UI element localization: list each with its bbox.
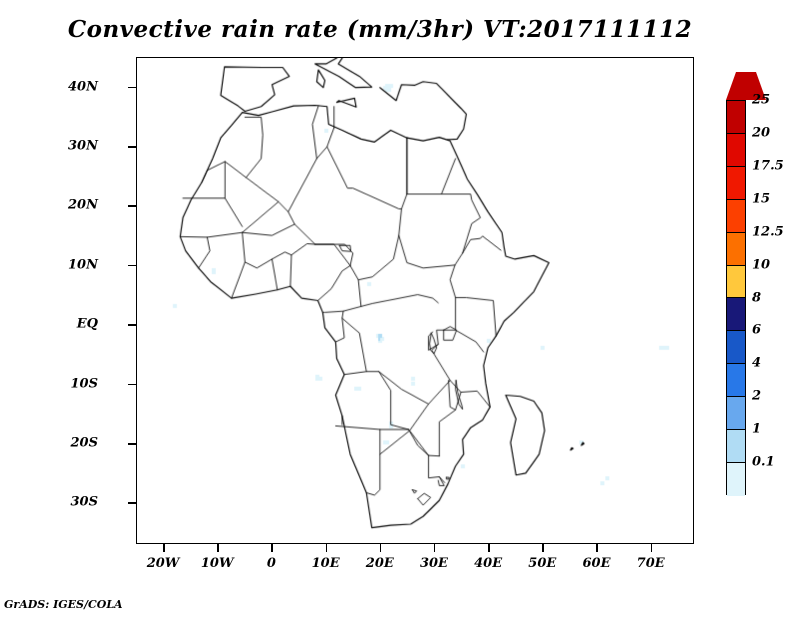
x-axis-tick (433, 544, 436, 552)
colorbar-tick-label: 0.1 (752, 454, 775, 470)
y-axis-tick (128, 443, 136, 445)
colorbar-band (727, 298, 745, 332)
y-axis-label: 10S (70, 376, 98, 392)
colorbar-band (727, 430, 745, 463)
colorbar (726, 100, 746, 496)
x-axis-label: 70E (636, 556, 665, 571)
colorbar-bottom-arrow (726, 496, 766, 524)
x-axis-tick (596, 544, 598, 552)
y-axis-tick (128, 383, 136, 386)
x-axis-label: 40E (474, 556, 503, 571)
x-axis-tick (163, 544, 165, 552)
page-title: Convective rain rate (mm/3hr) VT:2017111… (67, 16, 693, 43)
colorbar-tick-label: 20 (752, 125, 771, 141)
colorbar-tick-label: 17.5 (752, 158, 784, 174)
y-axis-label: 30S (70, 494, 98, 510)
y-axis-tick (128, 205, 136, 207)
y-axis-tick (128, 502, 136, 504)
y-axis-tick (128, 86, 136, 89)
coastline-overlay (137, 58, 693, 543)
x-axis-label: 10W (200, 556, 234, 571)
map-plot-area (136, 57, 694, 544)
colorbar-tick-label: 12.5 (752, 224, 784, 240)
colorbar-tick-label: 6 (752, 322, 762, 338)
x-axis-label: 0 (266, 556, 276, 571)
y-axis-tick (128, 146, 136, 148)
colorbar-band (727, 364, 745, 398)
colorbar-band (727, 397, 745, 431)
colorbar-band (727, 265, 745, 299)
colorbar-tick-label: 10 (752, 257, 771, 273)
y-axis-label: 20N (68, 197, 98, 213)
x-axis-label: 60E (582, 556, 611, 571)
x-axis-tick (379, 544, 382, 552)
x-axis-label: 50E (528, 556, 557, 571)
colorbar-band (727, 166, 745, 200)
colorbar-tick-label: 1 (752, 421, 762, 437)
colorbar-tick-label: 25 (752, 92, 771, 108)
x-axis-tick (650, 544, 653, 552)
y-axis-tick (128, 264, 136, 267)
credit-text: GrADS: IGES/COLA (4, 598, 123, 611)
x-axis-label: 30E (419, 556, 448, 571)
x-axis-tick (325, 544, 328, 552)
colorbar-band (727, 331, 745, 365)
colorbar-tick-label: 4 (752, 355, 762, 371)
y-axis-label: 40N (68, 79, 98, 95)
x-axis-label: 20E (365, 556, 394, 571)
x-axis-label: 10E (311, 556, 340, 571)
y-axis-label: EQ (76, 316, 98, 332)
x-axis-tick (217, 544, 219, 552)
y-axis-label: 10N (68, 257, 98, 273)
colorbar-band (727, 462, 745, 496)
x-axis-tick (488, 544, 490, 552)
y-axis-label: 20S (70, 435, 98, 451)
colorbar-band (727, 101, 745, 134)
y-axis-label: 30N (68, 138, 98, 154)
colorbar-band (727, 232, 745, 266)
colorbar-tick-label: 2 (752, 388, 762, 404)
y-axis-tick (128, 324, 136, 326)
colorbar-band (727, 199, 745, 233)
colorbar-tick-label: 15 (752, 191, 771, 207)
colorbar-top-arrow (726, 72, 766, 100)
x-axis-tick (542, 544, 544, 552)
colorbar-tick-label: 8 (752, 290, 762, 305)
x-axis-tick (271, 544, 273, 552)
colorbar-band (727, 133, 745, 167)
x-axis-label: 20W (146, 556, 180, 571)
